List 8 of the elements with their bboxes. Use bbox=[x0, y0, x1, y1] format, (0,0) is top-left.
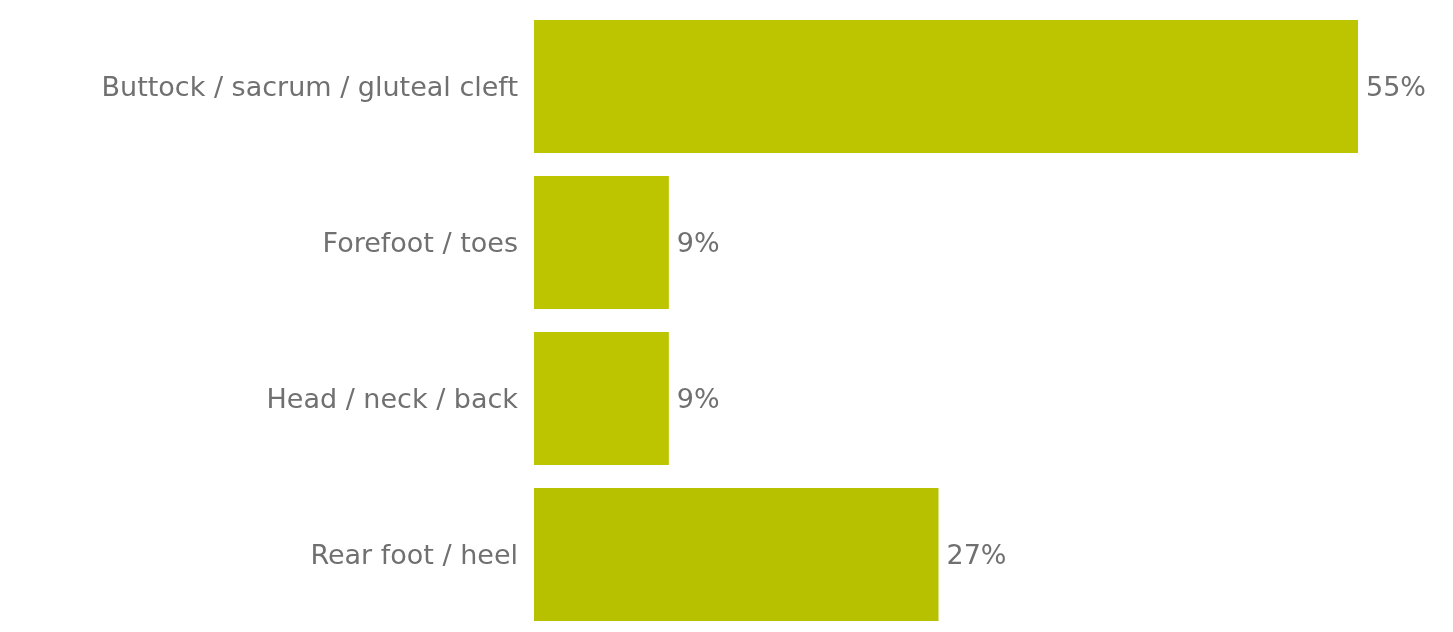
y-tick-label: Head / neck / back bbox=[266, 382, 519, 414]
data-label: 9% bbox=[676, 383, 720, 415]
y-tick-label: Buttock / sacrum / gluteal cleft bbox=[101, 70, 518, 102]
y-tick-label: Rear foot / heel bbox=[310, 538, 518, 570]
data-label: 55% bbox=[1366, 71, 1427, 103]
data-label: 27% bbox=[946, 539, 1007, 571]
y-tick-label: Forefoot / toes bbox=[322, 226, 518, 258]
data-label: 9% bbox=[676, 227, 720, 259]
